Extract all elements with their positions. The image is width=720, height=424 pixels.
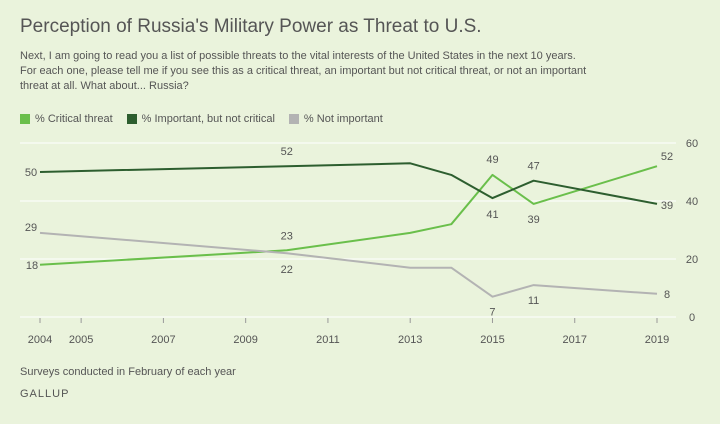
data-label-not-important: 11 <box>528 295 539 307</box>
data-label-not-important: 22 <box>281 264 293 276</box>
legend-swatch-critical <box>20 114 30 124</box>
data-label-critical: 18 <box>26 260 38 272</box>
data-label-critical: 49 <box>486 154 498 166</box>
x-tick-label: 2005 <box>69 334 93 346</box>
data-label-important: 47 <box>527 161 539 173</box>
legend-item-not-important: % Not important <box>288 113 383 125</box>
data-label-important: 50 <box>25 167 37 179</box>
x-tick-label: 2019 <box>645 334 669 346</box>
brand-logo: GALLUP <box>20 388 70 400</box>
legend: % Critical threat % Important, but not c… <box>20 113 383 125</box>
legend-label-important: % Important, but not critical <box>141 113 275 125</box>
x-tick-label: 2009 <box>233 334 257 346</box>
x-tick-label: 2004 <box>28 334 52 346</box>
legend-item-critical: % Critical threat <box>20 113 113 125</box>
y-tick-label: 20 <box>686 254 698 266</box>
chart-subtitle: Next, I am going to read you a list of p… <box>20 50 587 92</box>
data-label-not-important: 8 <box>664 289 670 301</box>
x-tick-label: 2013 <box>398 334 422 346</box>
x-tick-label: 2017 <box>562 334 586 346</box>
data-label-important: 39 <box>661 200 673 212</box>
legend-item-important: % Important, but not critical <box>126 113 275 125</box>
series-line-critical <box>39 165 658 266</box>
y-tick-label: 60 <box>686 138 698 150</box>
data-label-not-important: 29 <box>25 222 37 234</box>
data-label-critical: 52 <box>661 151 673 163</box>
data-label-critical: 23 <box>281 230 293 242</box>
series-line-not-important <box>39 231 658 298</box>
legend-swatch-not-important <box>288 114 299 124</box>
legend-label-not-important: % Not important <box>303 113 383 125</box>
data-label-important: 52 <box>281 146 293 158</box>
y-tick-label: 40 <box>686 196 698 208</box>
legend-label-critical: % Critical threat <box>35 113 113 125</box>
data-label-not-important: 7 <box>489 307 495 319</box>
x-tick-label: 2011 <box>316 334 340 346</box>
data-label-important: 41 <box>486 209 498 221</box>
footnote: Surveys conducted in February of each ye… <box>20 366 236 378</box>
legend-swatch-important <box>126 114 137 124</box>
series-line-important <box>39 162 658 205</box>
data-label-critical: 39 <box>527 214 539 226</box>
x-tick-label: 2015 <box>480 334 504 346</box>
chart-title: Perception of Russia's Military Power as… <box>20 16 482 37</box>
x-tick-label: 2007 <box>151 334 175 346</box>
y-tick-label: 0 <box>689 312 695 324</box>
